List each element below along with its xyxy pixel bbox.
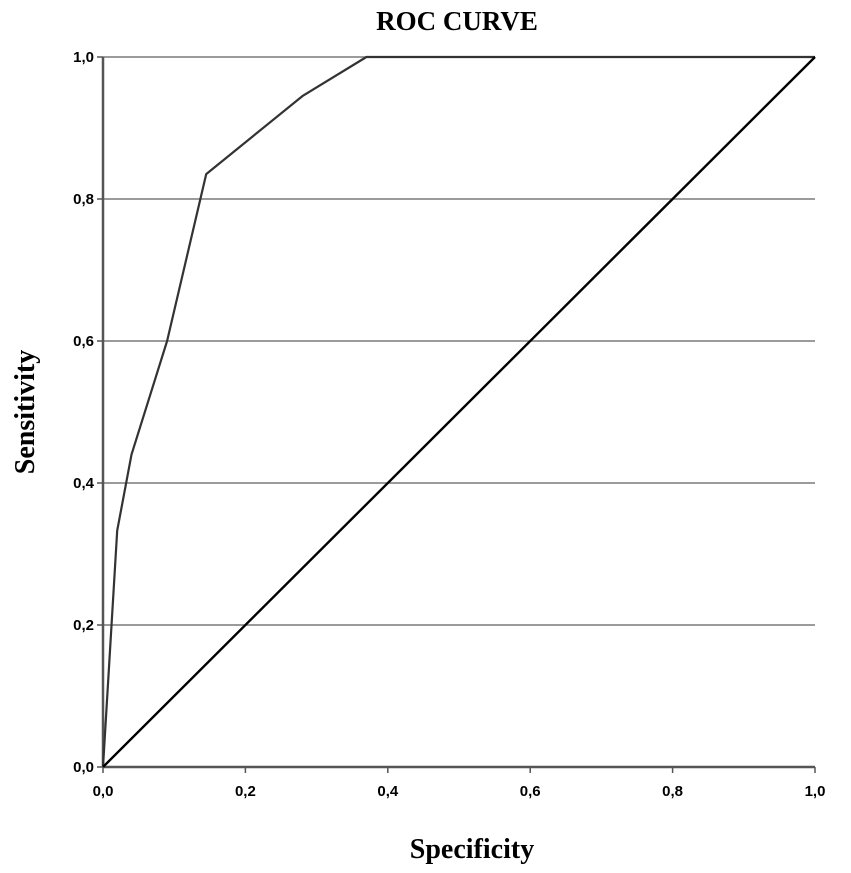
axes — [101, 57, 815, 769]
x-tick-label-1: 0,2 — [235, 783, 256, 800]
x-tick-label-3: 0,6 — [520, 783, 541, 800]
x-tick-label-4: 0,8 — [662, 783, 683, 800]
chart-title: ROC CURVE — [376, 6, 538, 36]
x-tick-label-2: 0,4 — [377, 783, 399, 800]
x-tick-label-5: 1,0 — [805, 783, 826, 800]
roc-curve-line — [101, 55, 815, 768]
tick-labels: 0,0 0,2 0,4 0,6 0,8 1,0 0,0 0,2 0,4 0,6 0,8 1,0 — [73, 49, 825, 800]
y-tick-label-4: 0,8 — [73, 191, 94, 208]
x-tick-label-0: 0,0 — [93, 783, 114, 800]
y-tick-label-2: 0,4 — [73, 475, 95, 492]
x-axis-label: Specificity — [410, 834, 534, 865]
series-layer — [101, 55, 816, 768]
y-axis-label: Sensitivity — [10, 350, 41, 474]
y-tick-label-3: 0,6 — [73, 333, 94, 350]
y-tick-label-5: 1,0 — [73, 49, 94, 66]
gridlines — [103, 56, 815, 626]
y-tick-label-1: 0,2 — [73, 617, 94, 634]
y-tick-label-0: 0,0 — [73, 759, 94, 776]
reference-diagonal-line — [102, 56, 816, 768]
